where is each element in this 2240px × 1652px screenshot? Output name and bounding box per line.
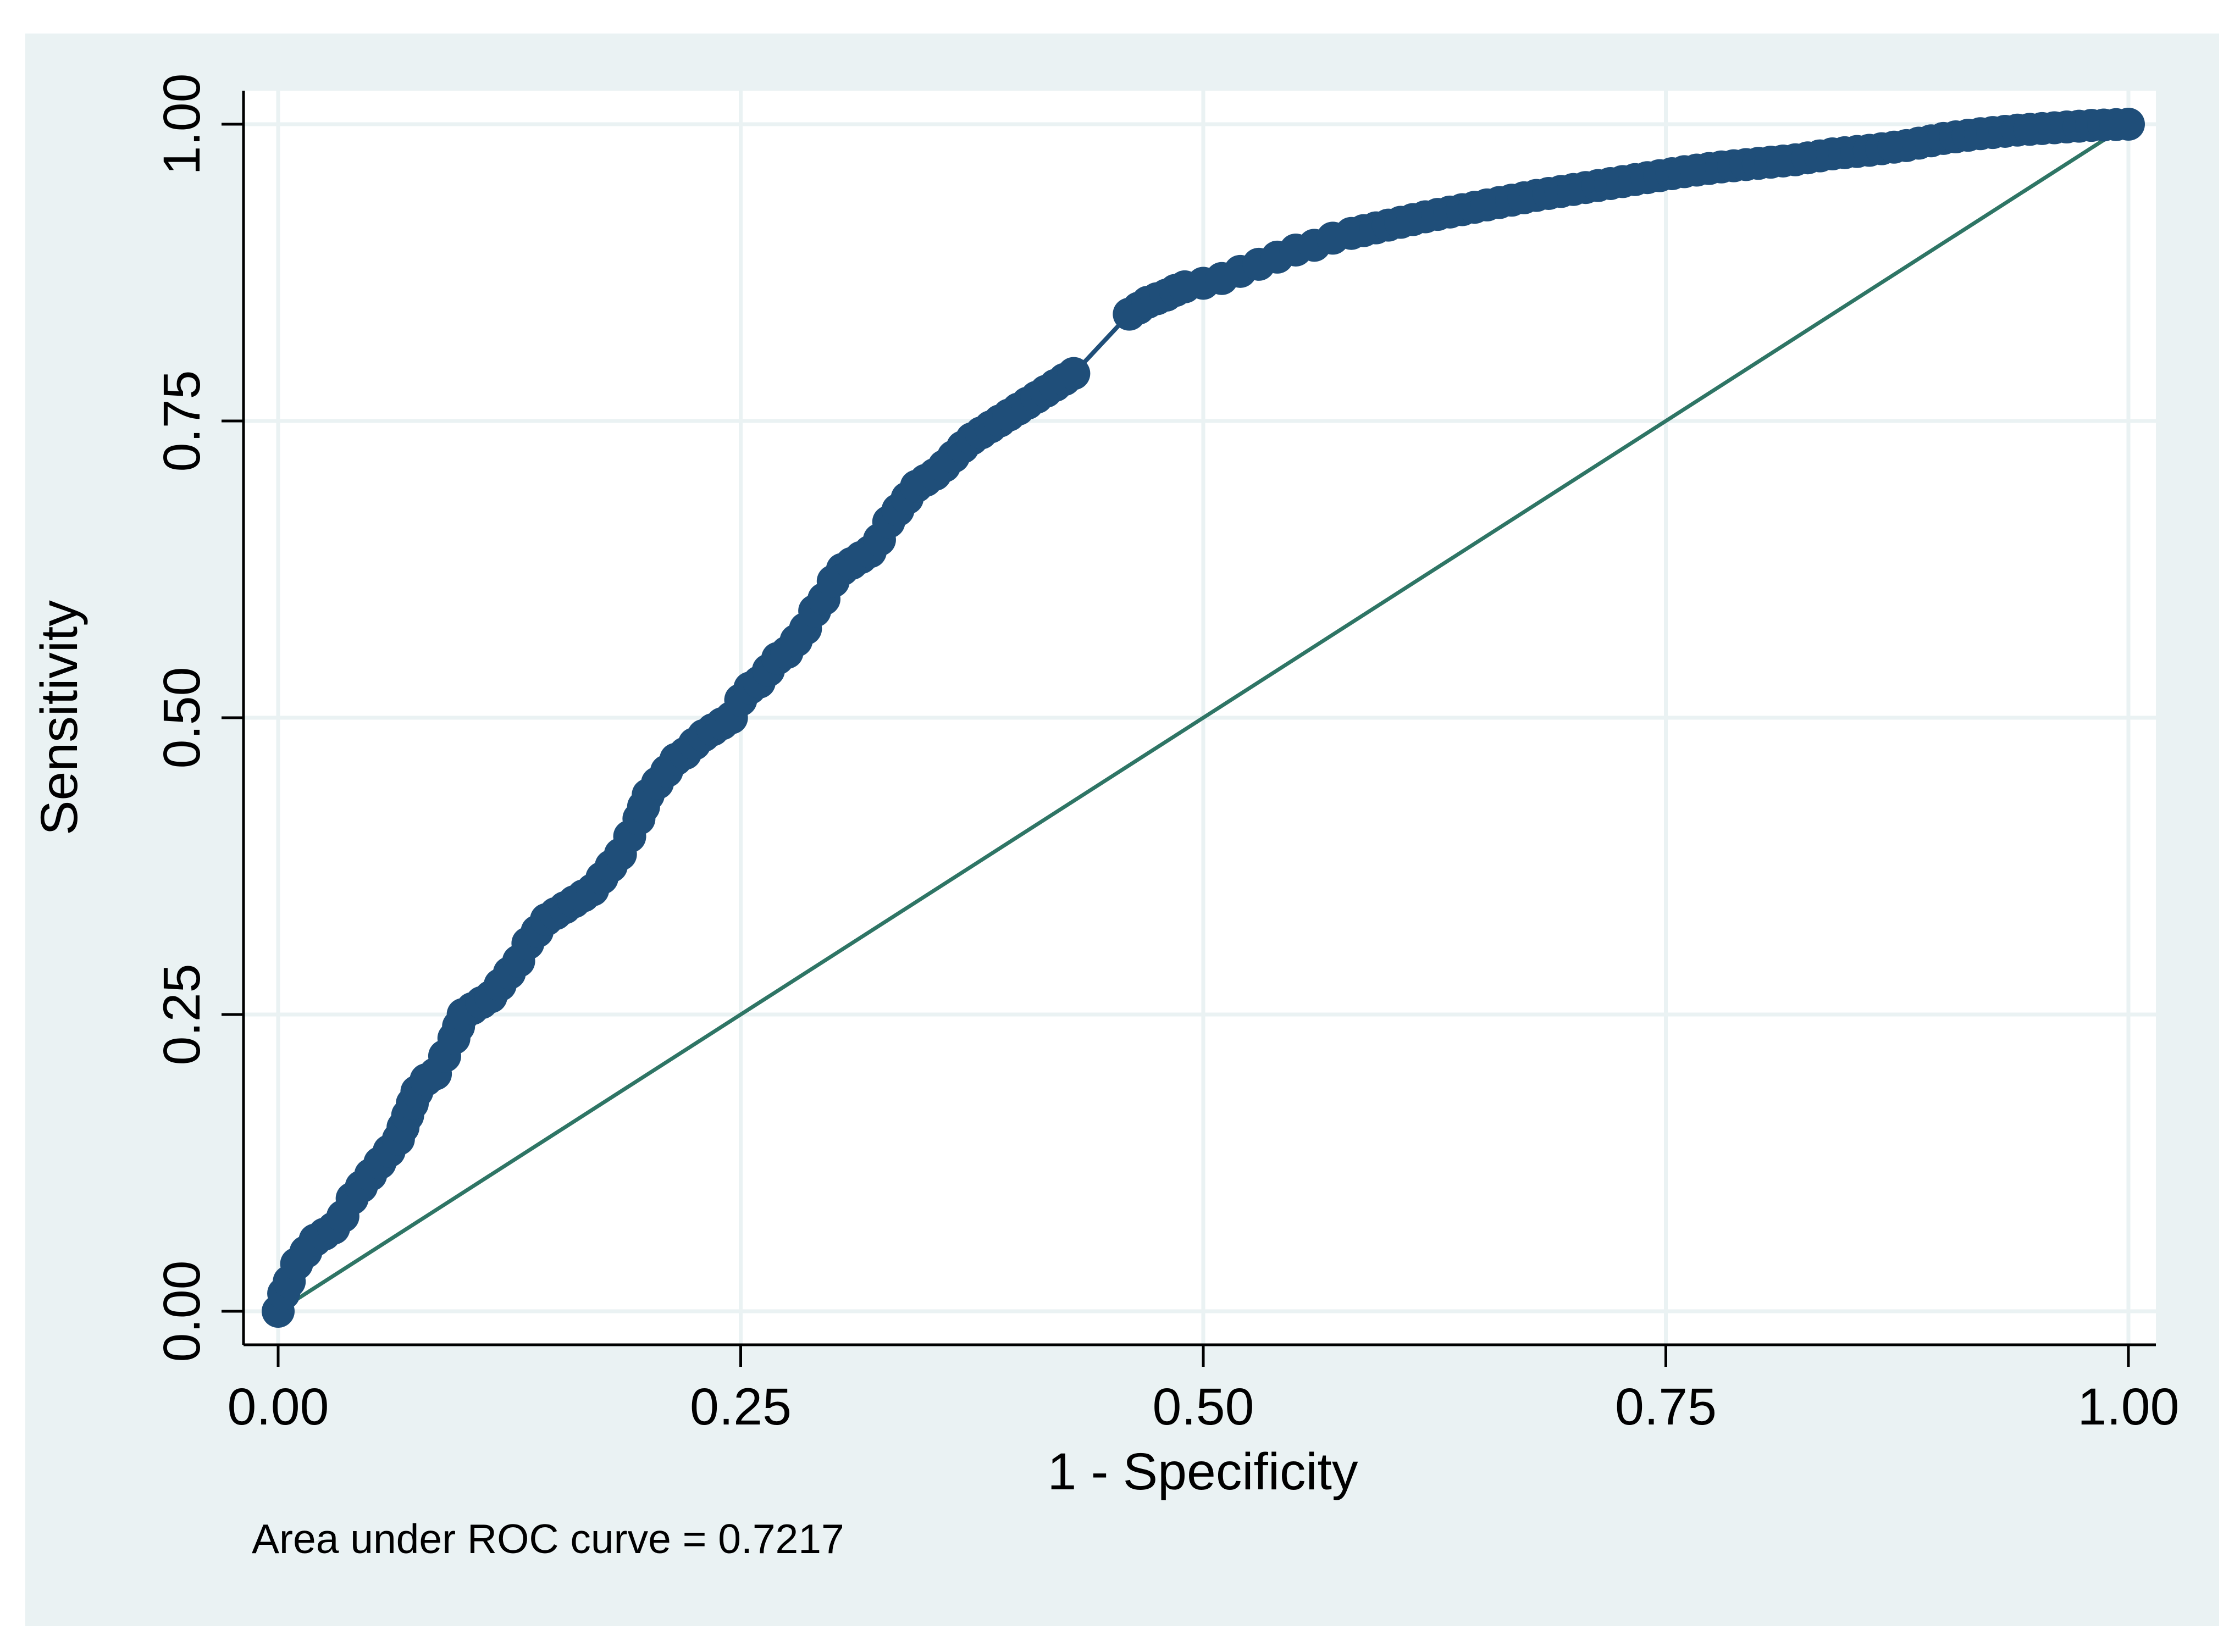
x-tick-label: 0.75 <box>1615 1378 1717 1436</box>
y-tick-label: 0.00 <box>153 1261 211 1362</box>
x-tick-label: 0.25 <box>690 1378 792 1436</box>
x-axis-title: 1 - Specificity <box>1048 1443 1358 1501</box>
roc-curve-markers <box>262 108 2145 1328</box>
y-tick-label: 1.00 <box>153 74 211 175</box>
x-axis-ticks: 0.00 0.25 0.50 0.75 1.00 <box>228 1345 2180 1436</box>
auc-annotation: Area under ROC curve = 0.7217 <box>252 1516 844 1562</box>
y-axis-title: Sensitivity <box>30 600 89 835</box>
grid-lines <box>244 91 2156 1345</box>
x-tick-label: 0.50 <box>1153 1378 1254 1436</box>
y-axis-ticks: 0.00 0.25 0.50 0.75 1.00 <box>153 74 244 1362</box>
reference-line <box>277 123 2130 1313</box>
y-tick-label: 0.25 <box>153 964 211 1066</box>
roc-point-marker <box>1057 357 1091 390</box>
y-tick-label: 0.50 <box>153 667 211 769</box>
reference-diagonal-line <box>277 123 2130 1313</box>
y-tick-label: 0.75 <box>153 370 211 472</box>
x-tick-label: 0.00 <box>228 1378 329 1436</box>
roc-point-marker <box>2112 108 2145 141</box>
x-tick-label: 1.00 <box>2078 1378 2180 1436</box>
